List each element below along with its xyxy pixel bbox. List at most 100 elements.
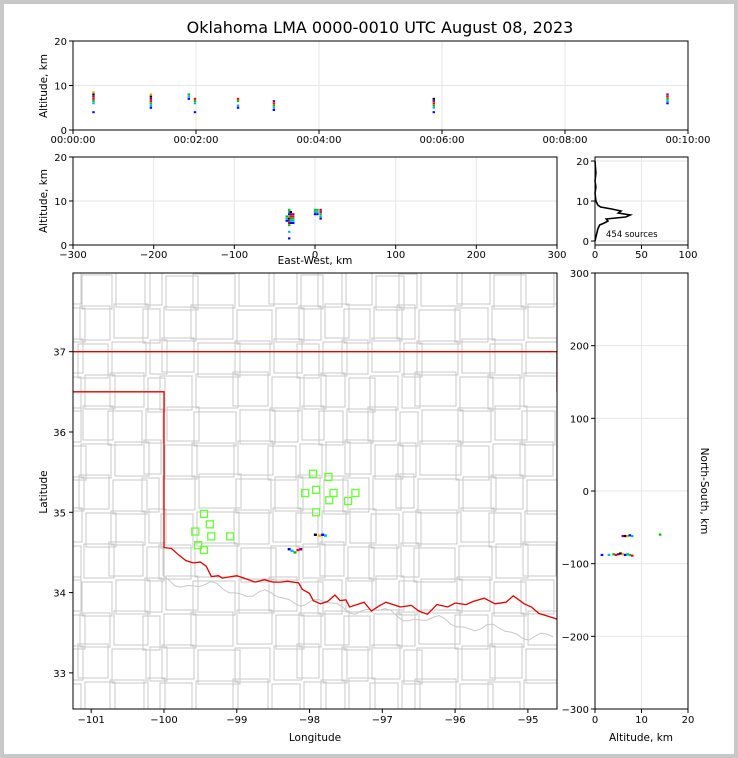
county-outline — [73, 407, 82, 443]
county-outline — [462, 476, 497, 512]
county-outline — [197, 342, 241, 378]
time-height-source — [149, 97, 153, 100]
county-outline — [159, 375, 193, 411]
county-outline — [195, 373, 239, 409]
ns-altitude-source — [626, 534, 629, 538]
station-marker — [191, 527, 200, 536]
ew-altitude-ylabel: Altitude, km — [38, 169, 50, 233]
ew-altitude-source — [289, 219, 292, 222]
county-outline — [270, 545, 300, 581]
ew-altitude-source — [319, 213, 322, 216]
ns-altitude-source — [628, 534, 632, 537]
county-outline — [521, 410, 556, 446]
county-outline — [271, 683, 301, 709]
county-outline — [454, 307, 489, 343]
count-tick-label: 0 — [592, 250, 598, 261]
time-height-source — [666, 95, 669, 98]
county-outline — [321, 510, 347, 546]
county-outline — [420, 578, 463, 614]
longitude-tick-label: −95 — [517, 715, 538, 726]
county-outline — [371, 644, 401, 680]
ns-altitude-source — [600, 553, 604, 557]
county-outline — [73, 376, 82, 412]
county-outline — [77, 343, 109, 379]
ns-altitude-panel: 0 10 20 −300 −200 −100 0 100 200 300 Altitude, km… — [562, 269, 710, 744]
count-tick-label: 100 — [678, 250, 697, 261]
county-outline — [269, 407, 299, 443]
altitude-tick-label: 0 — [61, 126, 67, 137]
county-outline — [324, 303, 350, 339]
county-outline — [403, 649, 423, 685]
county-outline — [324, 610, 350, 646]
time-height-source — [92, 93, 95, 96]
time-height-source — [193, 102, 197, 105]
county-outline — [396, 304, 416, 340]
county-outline — [295, 512, 319, 548]
time-height-source — [666, 97, 669, 100]
station-marker — [207, 532, 216, 541]
county-outline — [301, 405, 325, 441]
time-height-source — [272, 108, 276, 111]
latitude-tick-label: 36 — [53, 428, 66, 439]
ew-altitude-source — [319, 208, 322, 211]
altitude-tick-label: 0 — [583, 237, 589, 248]
county-outline — [274, 476, 304, 512]
altitude-tick-label: 0 — [592, 715, 598, 726]
county-outline — [400, 542, 420, 578]
county-outline — [193, 411, 237, 447]
source-count-annotation: 454 sources — [606, 230, 658, 240]
county-outline — [275, 614, 305, 650]
ew-altitude-source — [287, 208, 291, 211]
ns-altitude-source — [612, 553, 615, 556]
county-outline — [491, 305, 525, 341]
county-outline — [232, 678, 269, 709]
ns-altitude-source — [614, 553, 618, 557]
county-outline — [267, 445, 297, 481]
time-height-source — [193, 97, 197, 100]
county-outline — [159, 682, 193, 709]
county-outline — [373, 306, 403, 342]
time-height-source — [149, 102, 153, 105]
county-outline — [115, 273, 151, 308]
county-outline — [419, 440, 462, 476]
county-outline — [349, 508, 377, 544]
county-outline — [109, 679, 145, 709]
county-outline — [325, 441, 351, 477]
ns-tick-label: 100 — [570, 414, 589, 425]
station-marker — [301, 488, 310, 498]
county-outline — [303, 681, 327, 709]
county-outline — [198, 473, 242, 509]
ns-altitude-xlabel: Altitude, km — [609, 732, 673, 744]
ns-altitude-source — [619, 552, 622, 555]
county-outline — [234, 647, 271, 683]
ew-altitude-source — [289, 211, 292, 213]
county-outline — [81, 274, 113, 310]
time-tick-label: 00:02:00 — [174, 135, 219, 146]
county-outline — [526, 479, 557, 515]
time-height-source — [236, 106, 240, 109]
county-outline — [493, 581, 527, 617]
county-outline — [348, 677, 376, 709]
county-outline — [455, 445, 490, 481]
time-height-source — [666, 102, 669, 105]
ew-altitude-source — [287, 224, 291, 227]
county-outline — [491, 612, 525, 648]
time-height-source — [92, 95, 95, 98]
ew-altitude-source — [316, 211, 319, 213]
ew-altitude-source — [289, 217, 292, 220]
ew-altitude-source — [319, 217, 322, 220]
county-outline — [459, 683, 494, 709]
county-outline — [236, 609, 273, 645]
county-outline — [460, 507, 495, 543]
latitude-tick-label: 33 — [53, 669, 66, 680]
ew-altitude-source — [292, 217, 295, 220]
plan-view-source — [290, 549, 294, 553]
county-outline — [416, 647, 459, 683]
ew-altitude-source — [287, 237, 291, 240]
county-outline — [194, 542, 238, 578]
ew-altitude-source — [313, 213, 317, 216]
altitude-tick-label: 20 — [54, 153, 67, 164]
county-outline — [108, 541, 144, 577]
ew-altitude-source — [316, 208, 319, 211]
ew-altitude-source — [287, 219, 291, 222]
